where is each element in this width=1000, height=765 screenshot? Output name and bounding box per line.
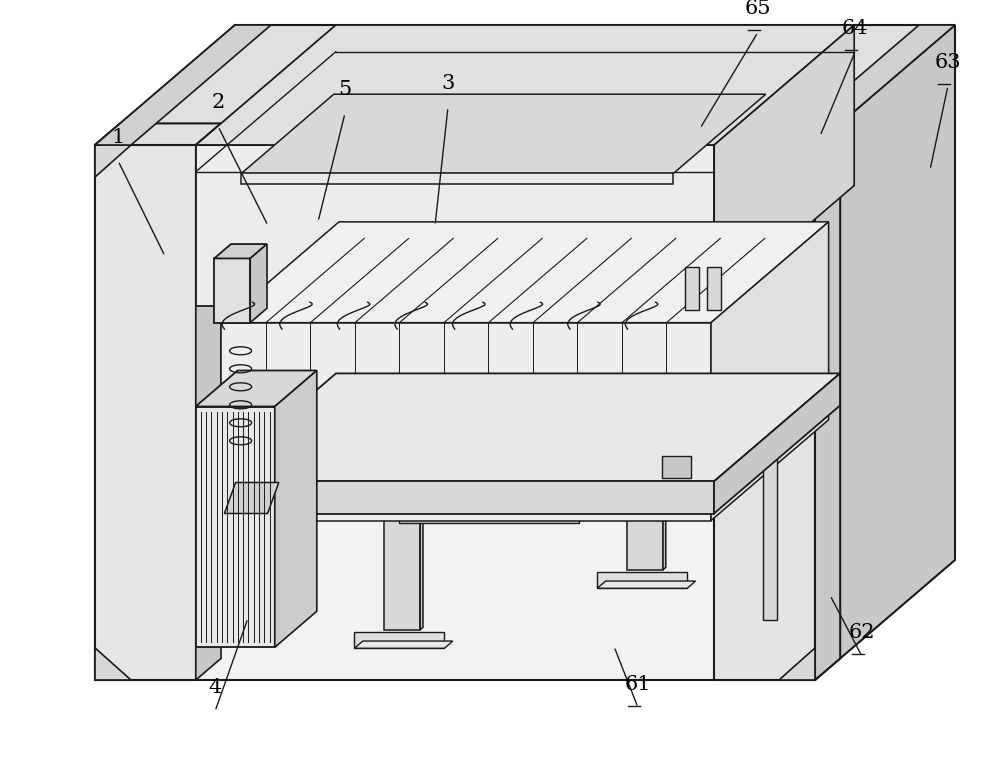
Polygon shape <box>714 145 815 680</box>
Text: 1: 1 <box>111 128 125 147</box>
Polygon shape <box>714 123 840 145</box>
Polygon shape <box>95 123 221 145</box>
Polygon shape <box>196 25 854 145</box>
Polygon shape <box>95 648 131 680</box>
Polygon shape <box>685 267 699 310</box>
Text: 64: 64 <box>842 19 868 38</box>
Polygon shape <box>275 370 317 647</box>
Polygon shape <box>250 244 267 323</box>
Polygon shape <box>214 244 267 259</box>
Polygon shape <box>224 483 279 513</box>
Polygon shape <box>210 373 840 481</box>
Polygon shape <box>196 123 221 680</box>
Polygon shape <box>95 25 955 145</box>
Polygon shape <box>221 222 829 323</box>
Polygon shape <box>663 444 666 570</box>
Polygon shape <box>399 506 579 522</box>
Text: 4: 4 <box>208 679 222 698</box>
Polygon shape <box>420 504 423 630</box>
Polygon shape <box>711 222 829 521</box>
Polygon shape <box>597 572 687 588</box>
Polygon shape <box>241 174 673 184</box>
Text: 61: 61 <box>625 675 651 694</box>
Polygon shape <box>214 259 250 323</box>
Text: 2: 2 <box>211 93 225 112</box>
Polygon shape <box>714 373 840 513</box>
Polygon shape <box>779 648 815 680</box>
Polygon shape <box>221 323 711 521</box>
Polygon shape <box>384 506 420 630</box>
Text: 5: 5 <box>338 80 352 99</box>
Polygon shape <box>779 25 955 145</box>
Polygon shape <box>241 94 766 174</box>
Polygon shape <box>354 632 444 648</box>
Polygon shape <box>95 145 131 177</box>
Polygon shape <box>95 145 815 680</box>
Polygon shape <box>354 641 453 648</box>
Polygon shape <box>714 25 854 305</box>
Text: 63: 63 <box>935 53 961 72</box>
Polygon shape <box>196 370 317 406</box>
Polygon shape <box>210 481 714 513</box>
Polygon shape <box>597 581 696 588</box>
Polygon shape <box>196 145 714 305</box>
Polygon shape <box>815 123 840 680</box>
Polygon shape <box>662 456 691 477</box>
Text: 3: 3 <box>441 74 455 93</box>
Polygon shape <box>95 25 271 145</box>
Polygon shape <box>815 25 955 680</box>
Polygon shape <box>707 267 721 310</box>
Text: 65: 65 <box>745 0 771 18</box>
Polygon shape <box>399 444 651 506</box>
Text: 62: 62 <box>849 623 875 643</box>
Polygon shape <box>95 145 196 680</box>
Polygon shape <box>196 406 275 647</box>
Polygon shape <box>763 428 777 620</box>
Polygon shape <box>779 145 815 177</box>
Polygon shape <box>627 447 663 570</box>
